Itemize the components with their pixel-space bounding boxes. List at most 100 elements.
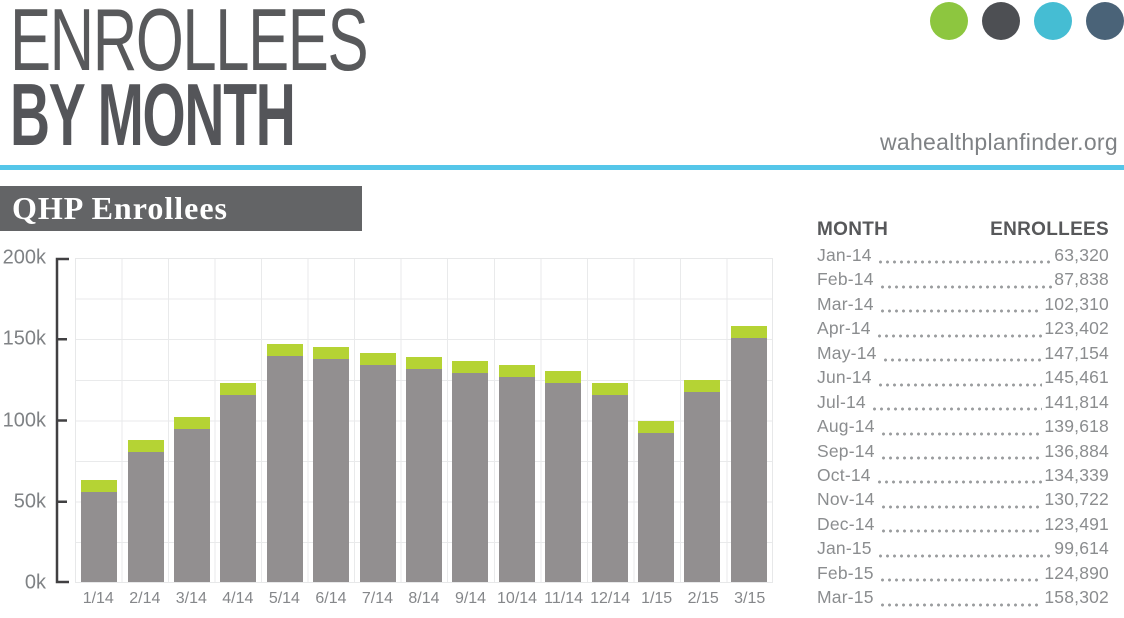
- cyan-dot-icon: [1034, 2, 1072, 40]
- y-tick-label: 50k: [13, 490, 46, 513]
- row-enrollees: 99,614: [1054, 538, 1109, 559]
- x-axis-labels: 1/14 2/14 3/14 4/14 5/14 6/14 7/14 8/14 9/14 10/1…: [75, 590, 773, 608]
- section-title: QHP Enrollees: [0, 186, 362, 231]
- row-month: Dec-14: [817, 513, 875, 534]
- bar-5-14: [266, 344, 303, 582]
- row-month: Apr-14: [817, 318, 871, 339]
- table-row: Nov-14 130,722: [817, 489, 1109, 513]
- bar-body: [266, 356, 303, 582]
- dot-leader: [878, 309, 1043, 314]
- row-month: Aug-14: [817, 416, 875, 437]
- row-month: Nov-14: [817, 489, 875, 510]
- bar-body: [684, 392, 721, 582]
- page-title-line2: BY MONTH: [10, 65, 296, 164]
- table-row: Feb-14 87,838: [817, 269, 1109, 293]
- x-tick-label: 2/14: [129, 590, 161, 607]
- row-enrollees: 102,310: [1044, 293, 1109, 314]
- row-enrollees: 124,890: [1044, 562, 1109, 583]
- divider-line: [0, 165, 1124, 170]
- bar-body: [313, 359, 350, 582]
- row-month: Jan-15: [817, 538, 872, 559]
- x-tick-label: 12/14: [590, 590, 631, 607]
- dot-leader: [876, 553, 1053, 558]
- table-row: Feb-15 124,890: [817, 563, 1109, 587]
- page-title-line1: ENROLLEES: [10, 0, 369, 89]
- bar-cap: [266, 344, 303, 356]
- bar-9-14: [452, 361, 489, 582]
- bar-3-14: [174, 417, 210, 582]
- table-row: Oct-14 134,339: [817, 465, 1109, 489]
- row-enrollees: 145,461: [1044, 367, 1109, 388]
- dot-leader: [878, 602, 1043, 607]
- table-header: MONTH ENROLLEES: [817, 219, 1109, 241]
- bar-body: [452, 373, 489, 582]
- bar-body: [638, 433, 674, 582]
- row-month: Jan-14: [817, 245, 872, 265]
- row-month: May-14: [817, 342, 877, 363]
- bar-cap: [638, 421, 674, 433]
- green-dot-icon: [930, 2, 968, 40]
- row-enrollees: 134,339: [1044, 464, 1109, 485]
- row-month: Feb-15: [817, 562, 874, 583]
- bar-3-15: [730, 326, 767, 582]
- x-tick-label: 4/14: [222, 590, 254, 607]
- x-tick-label: 7/14: [361, 590, 394, 607]
- x-tick-label: 1/15: [641, 590, 673, 607]
- bar-cap: [498, 365, 535, 377]
- bar-7-14: [359, 353, 396, 582]
- row-enrollees: 130,722: [1044, 489, 1109, 510]
- x-tick-label: 3/14: [175, 590, 207, 607]
- table-row: Jan-14 63,320: [817, 245, 1109, 269]
- row-month: Mar-14: [817, 293, 874, 314]
- bar-body: [174, 429, 210, 582]
- row-enrollees: 123,402: [1044, 318, 1109, 339]
- bar-body: [591, 395, 628, 582]
- dot-leader: [879, 455, 1043, 460]
- dot-leader: [870, 407, 1043, 412]
- row-enrollees: 139,618: [1044, 416, 1109, 437]
- dot-leader: [878, 578, 1043, 583]
- website-url: wahealthplanfinder.org: [879, 129, 1118, 155]
- row-enrollees: 141,814: [1044, 391, 1109, 412]
- dot-leader: [878, 284, 1053, 289]
- table-row: Mar-15 158,302: [817, 587, 1109, 611]
- bar-cap: [545, 371, 582, 383]
- x-tick-label: 2/15: [687, 590, 719, 607]
- bar-body: [81, 492, 118, 582]
- x-tick-label: 8/14: [408, 590, 440, 607]
- table-row: Dec-14 123,491: [817, 514, 1109, 538]
- bar-11-14: [545, 371, 582, 582]
- table-row: May-14 147,154: [817, 343, 1109, 367]
- brand-dots: [930, 2, 1124, 40]
- table-row: Mar-14 102,310: [817, 294, 1109, 318]
- row-month: Jun-14: [817, 367, 872, 388]
- bar-6-14: [313, 347, 350, 582]
- bar-cap: [730, 326, 767, 338]
- dot-leader: [879, 529, 1043, 534]
- bar-cap: [313, 347, 350, 359]
- dot-leader: [875, 333, 1043, 338]
- x-tick-label: 10/14: [497, 590, 538, 607]
- bar-cap: [81, 480, 118, 492]
- bar-4-14: [220, 383, 257, 582]
- slate-blue-dot-icon: [1086, 2, 1124, 40]
- bar-cap: [127, 440, 164, 452]
- row-enrollees: 123,491: [1044, 513, 1109, 534]
- bar-2-15: [684, 380, 721, 582]
- bar-cap: [359, 353, 396, 365]
- bar-cap: [591, 383, 628, 395]
- dark-gray-dot-icon: [982, 2, 1020, 40]
- dot-leader: [876, 382, 1043, 387]
- y-tick-label: 200k: [2, 246, 46, 269]
- dot-leader: [879, 504, 1043, 509]
- bar-body: [220, 395, 257, 582]
- bar-cap: [220, 383, 257, 395]
- dot-leader: [879, 431, 1043, 436]
- enrollees-table: MONTH ENROLLEES Jan-14 63,320 Feb-14 87,838…: [817, 219, 1109, 612]
- x-tick-label: 3/15: [734, 590, 766, 607]
- table-header-month: MONTH: [817, 219, 889, 240]
- y-tick-label: 150k: [2, 327, 46, 350]
- x-tick-label: 11/14: [544, 590, 583, 607]
- bar-cap: [406, 357, 442, 369]
- x-tick-label: 1/14: [82, 590, 114, 607]
